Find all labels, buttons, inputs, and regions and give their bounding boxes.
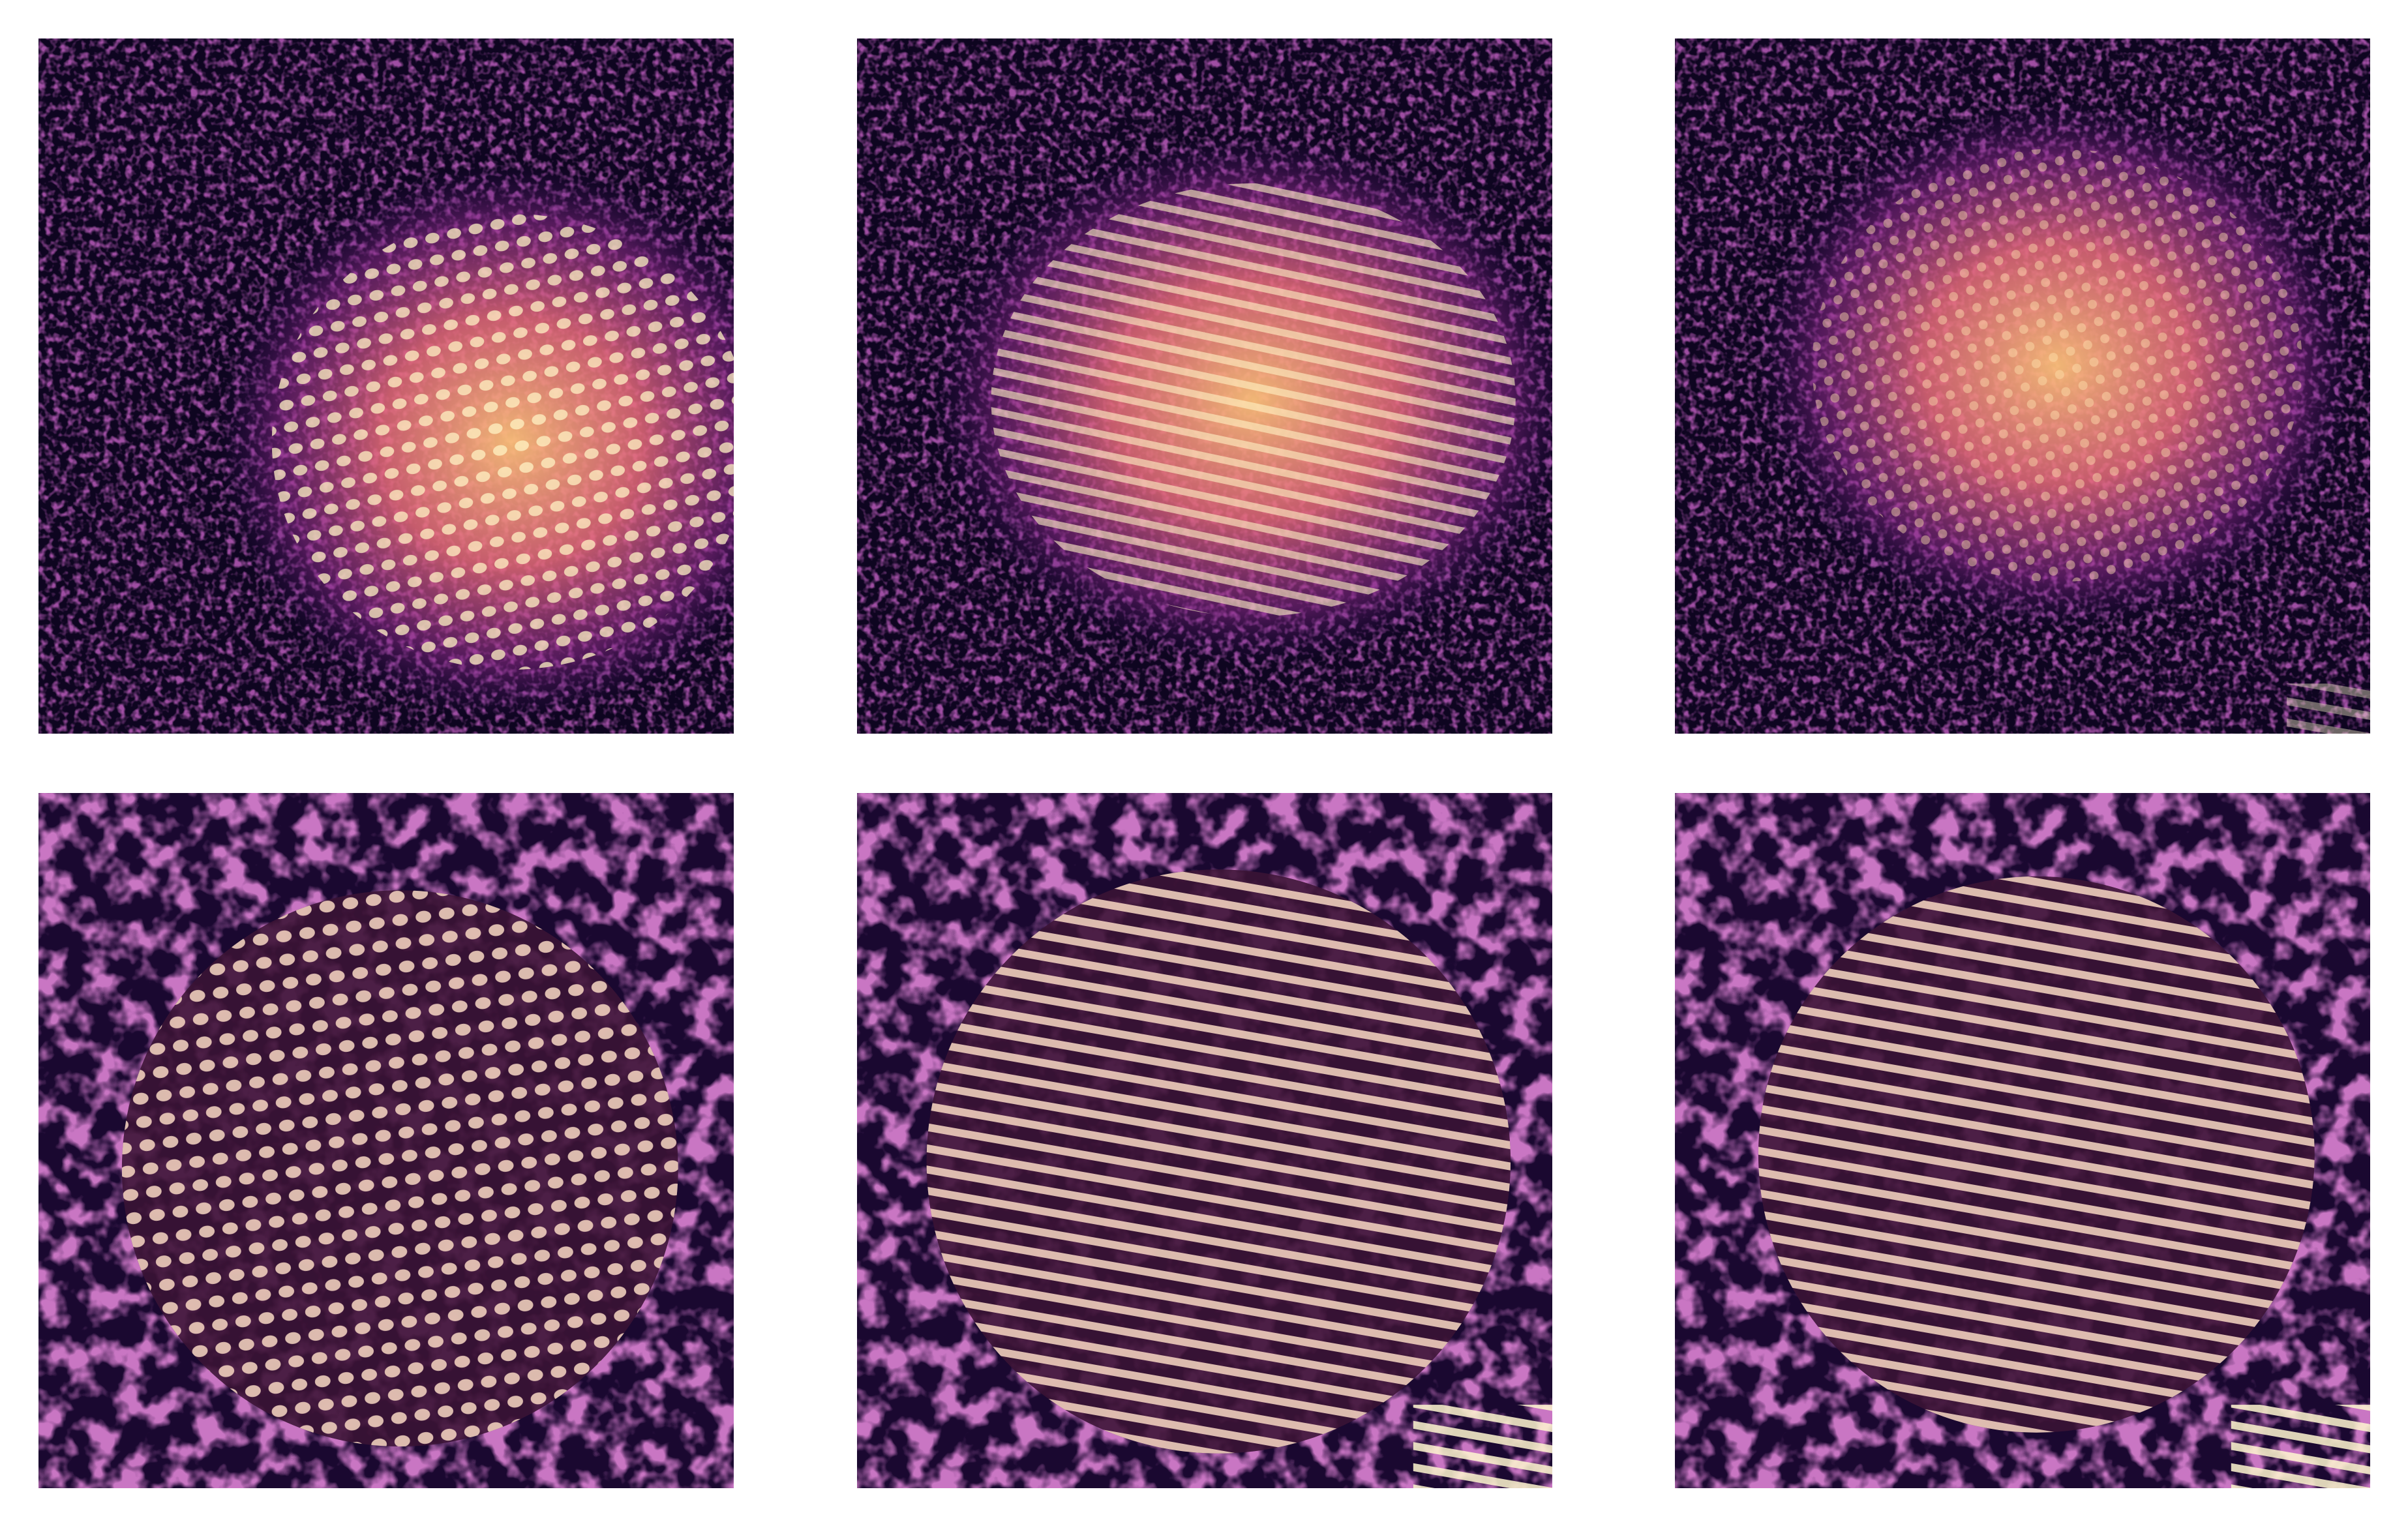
- panel-content: [38, 793, 734, 1488]
- image-panel: [857, 793, 1552, 1488]
- lattice-fringes: [1758, 876, 2315, 1433]
- image-panel: [1675, 38, 2370, 734]
- panel-content: [38, 38, 734, 734]
- image-panel: [38, 38, 734, 734]
- lattice-fringes: [121, 890, 678, 1447]
- fringe-tint: [1758, 876, 2315, 1433]
- fringe-tint: [121, 890, 678, 1447]
- image-panel: [1675, 793, 2370, 1488]
- lattice-fringes: [926, 869, 1511, 1454]
- lattice-fringes: [991, 183, 1516, 617]
- lattice-fringes: [1812, 148, 2303, 582]
- corner-fringes: [1413, 1405, 1552, 1488]
- fringe-tint: [926, 869, 1511, 1454]
- panel-content: [857, 38, 1552, 734]
- image-panel: [857, 38, 1552, 734]
- panel-content: [1675, 793, 2370, 1488]
- panel-content: [1675, 38, 2370, 734]
- corner-fringes: [2231, 1405, 2370, 1488]
- lattice-fringes: [271, 213, 734, 670]
- corner-fringes: [2287, 683, 2370, 734]
- image-panel: [38, 793, 734, 1488]
- panel-content: [857, 793, 1552, 1488]
